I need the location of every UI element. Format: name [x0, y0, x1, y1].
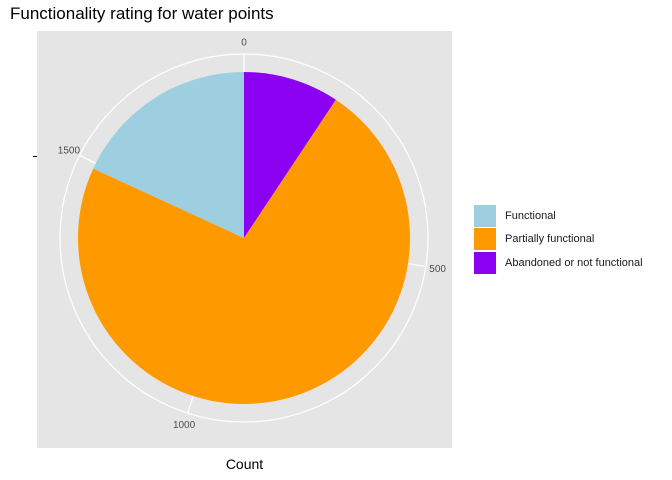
- legend-swatch-functional: [474, 204, 496, 227]
- legend-swatch-partially-functional: [474, 228, 496, 251]
- legend-item-functional: Functional: [474, 204, 643, 228]
- tick-label-1000: 1000: [173, 420, 196, 431]
- legend-swatch-abandoned: [474, 251, 496, 274]
- legend-item-partially-functional: Partially functional: [474, 228, 643, 252]
- chart-title: Functionality rating for water points: [10, 4, 274, 23]
- grid-spoke: [407, 263, 426, 268]
- pie-slice-functional: [93, 72, 244, 238]
- legend-item-abandoned: Abandoned or not functional: [474, 251, 643, 275]
- legend: Functional Partially functional Abandone…: [474, 204, 643, 275]
- x-axis-label: Count: [225, 456, 264, 472]
- legend-label-functional: Functional: [505, 209, 556, 222]
- pie-slice-partially-functional: [78, 99, 411, 404]
- legend-label-abandoned: Abandoned or not functional: [505, 256, 643, 269]
- pie-slice-abandoned-or-not-functional: [244, 72, 336, 238]
- tick-label-1500: 1500: [58, 145, 81, 156]
- tick-label-500: 500: [429, 264, 446, 275]
- legend-label-partially-functional: Partially functional: [505, 233, 595, 246]
- tick-label-0: 0: [241, 38, 247, 49]
- y-axis-tick: [33, 156, 37, 157]
- grid-spoke: [79, 154, 96, 164]
- grid-spoke: [187, 395, 194, 414]
